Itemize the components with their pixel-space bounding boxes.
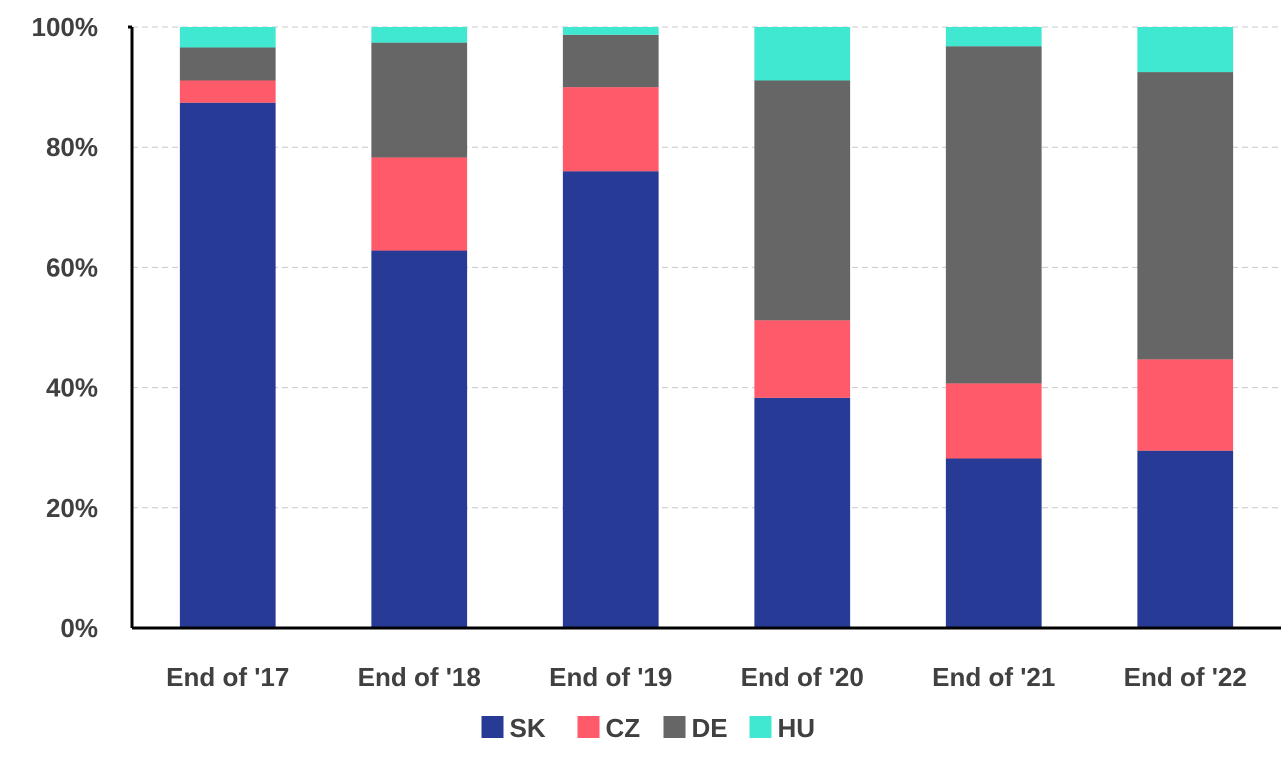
bar-segment-cz	[945, 383, 1042, 459]
bar-segment-hu	[945, 27, 1042, 47]
bar-segment-de	[371, 42, 468, 158]
legend-label-cz: CZ	[606, 713, 641, 743]
bar-segment-sk	[945, 458, 1042, 628]
bar-segment-de	[945, 46, 1042, 384]
legend: SK CZ DE HU	[481, 713, 816, 743]
bar-segment-sk	[1137, 450, 1234, 628]
legend-label-de: DE	[692, 713, 728, 743]
x-tick-label: End of '21	[932, 662, 1055, 692]
legend-swatch-hu	[749, 716, 772, 738]
x-tick-label: End of '22	[1124, 662, 1247, 692]
bars	[179, 27, 1234, 629]
x-tick-label: End of '18	[358, 662, 481, 692]
gridlines	[132, 26, 1281, 509]
bar-segment-hu	[371, 27, 468, 43]
y-tick-labels: 0% 20% 40% 60% 80% 100%	[32, 12, 99, 643]
y-tick-label: 0%	[60, 613, 98, 643]
legend-swatch-cz	[577, 716, 600, 738]
y-tick-label: 60%	[46, 252, 98, 282]
axes	[128, 25, 1281, 630]
legend-label-hu: HU	[778, 713, 816, 743]
y-tick-label: 20%	[46, 493, 98, 523]
bar-segment-de	[179, 47, 276, 81]
bar-segment-sk	[179, 102, 276, 628]
bar-segment-hu	[562, 27, 659, 35]
bar-segment-sk	[562, 171, 659, 629]
bar-segment-de	[754, 80, 851, 321]
bar-segment-hu	[754, 27, 851, 81]
bar-segment-cz	[371, 157, 468, 251]
x-tick-label: End of '20	[741, 662, 864, 692]
y-tick-label: 100%	[32, 12, 99, 42]
x-tick-labels: End of '17 End of '18 End of '19 End of '20…	[166, 662, 1247, 692]
legend-label-sk: SK	[510, 713, 546, 743]
x-tick-label: End of '17	[166, 662, 289, 692]
y-tick-label: 80%	[46, 132, 98, 162]
legend-swatch-de	[663, 716, 686, 738]
bar-segment-cz	[754, 320, 851, 398]
bar-segment-hu	[179, 27, 276, 48]
legend-swatch-sk	[481, 716, 504, 738]
bar-segment-sk	[754, 397, 851, 628]
bar-segment-sk	[371, 250, 468, 628]
bar-segment-cz	[562, 87, 659, 172]
bar-segment-de	[1137, 72, 1234, 360]
bar-segment-de	[562, 34, 659, 88]
bar-segment-cz	[1137, 359, 1234, 451]
x-tick-label: End of '19	[549, 662, 672, 692]
bar-segment-hu	[1137, 27, 1234, 73]
y-tick-label: 40%	[46, 373, 98, 403]
bar-segment-cz	[179, 80, 276, 103]
